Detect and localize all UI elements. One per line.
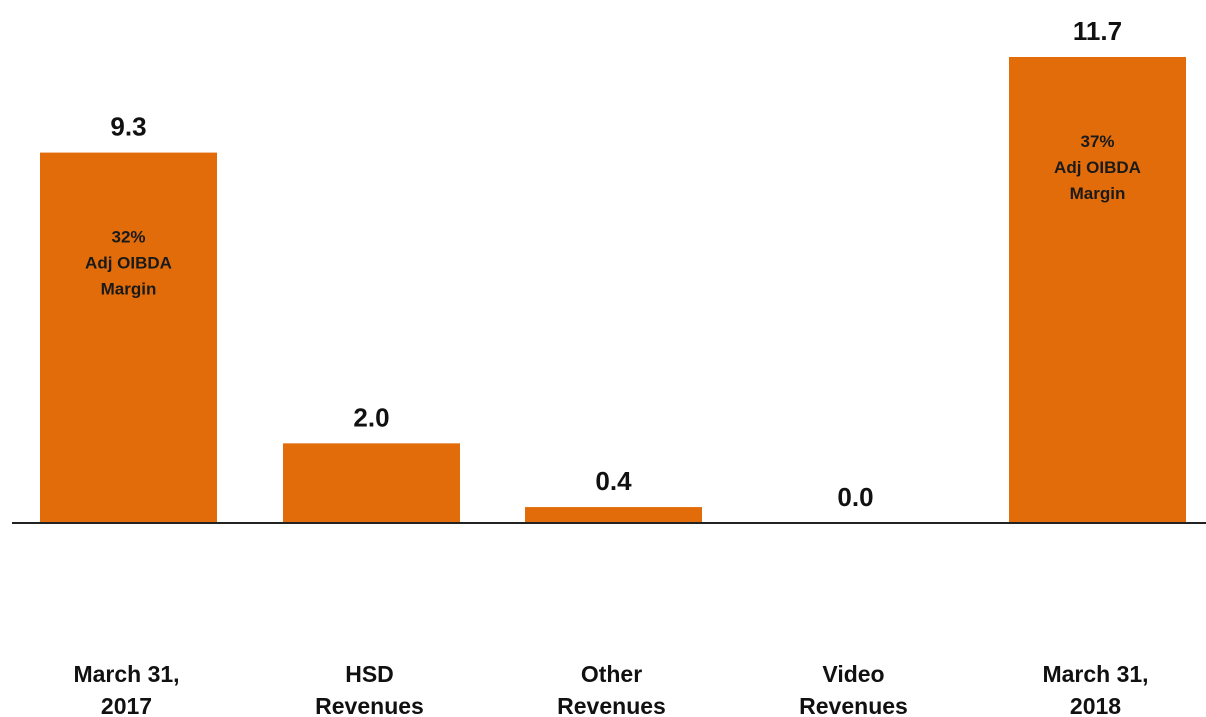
category-label-2: Other Revenues [557, 661, 666, 717]
category-labels-group: March 31, 2017 HSD Revenues Other Revenues Vid… [73, 661, 1148, 717]
bar-4 [1009, 57, 1186, 523]
annotation-labels-group: 32% Adj OIBDA Margin 37% Adj OIBDA Margin [85, 132, 1141, 299]
bar-0 [40, 152, 217, 524]
value-label-4: 11.7 [1073, 16, 1122, 46]
margin-annotation-0: 32% Adj OIBDA Margin [85, 228, 172, 299]
value-label-3: 0.0 [837, 482, 873, 512]
category-label-1: HSD Revenues [315, 661, 424, 717]
bar-2 [525, 507, 702, 523]
category-label-0: March 31, 2017 [73, 661, 179, 717]
value-label-0: 9.3 [110, 112, 146, 142]
value-label-1: 2.0 [353, 402, 389, 432]
category-label-3: Video Revenues [799, 661, 908, 717]
value-label-2: 0.4 [595, 466, 632, 496]
margin-annotation-4: 37% Adj OIBDA Margin [1054, 132, 1141, 203]
bars-group [40, 57, 1186, 524]
value-labels-group: 9.3 2.0 0.4 0.0 11.7 [110, 16, 1122, 512]
category-label-4: March 31, 2018 [1042, 661, 1148, 717]
bar-1 [283, 443, 460, 523]
